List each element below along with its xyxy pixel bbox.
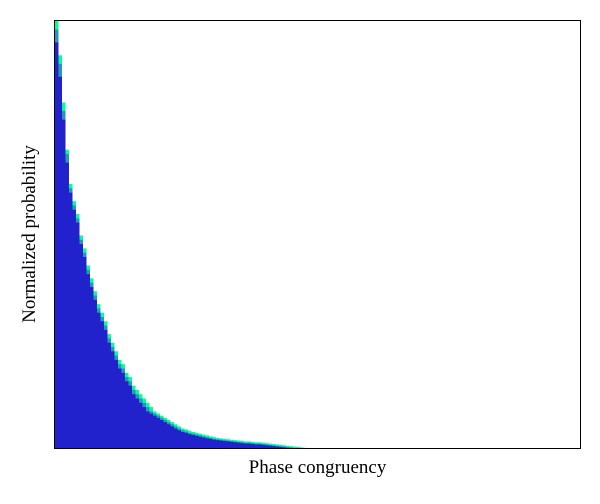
histogram-bar <box>139 402 143 448</box>
histogram-bar <box>237 442 241 448</box>
histogram-bar <box>261 444 265 448</box>
histogram-bar <box>146 411 150 448</box>
histogram-bar <box>90 286 94 448</box>
histogram-bar <box>69 192 73 448</box>
histogram-bar <box>153 415 157 448</box>
histogram-bar <box>181 431 185 448</box>
histogram-bar <box>282 446 286 448</box>
histogram-bar <box>205 438 209 448</box>
histogram-bar <box>303 447 307 448</box>
histogram-bar <box>272 446 276 448</box>
histogram-bar <box>286 447 290 448</box>
histogram-bar <box>191 434 195 448</box>
histogram-bar <box>86 274 90 448</box>
histogram-bar <box>132 394 136 448</box>
histogram-bar <box>293 447 297 448</box>
histogram-bar <box>233 442 237 448</box>
histogram-bar <box>293 446 297 448</box>
histogram-bar <box>156 417 160 448</box>
histogram-bar <box>247 443 251 448</box>
histogram-bar <box>223 440 227 448</box>
histogram-bar <box>297 448 301 449</box>
histogram-bar <box>118 368 122 448</box>
histogram-bar <box>188 434 192 448</box>
histogram-bar <box>125 381 129 448</box>
histogram-bar <box>100 321 104 448</box>
histogram-bar <box>149 413 153 448</box>
histogram-bar <box>104 329 108 448</box>
histogram-bar <box>286 445 290 448</box>
histogram-bar <box>135 398 139 448</box>
histogram-bar <box>279 446 283 448</box>
histogram-bar <box>286 446 290 448</box>
histogram-bar <box>58 76 62 448</box>
histogram-bar <box>226 441 230 448</box>
histogram-bar <box>184 432 188 448</box>
histogram-bar <box>212 439 216 448</box>
histogram-bar <box>97 312 101 448</box>
histogram-bar <box>251 443 255 448</box>
histogram-bar <box>296 446 300 448</box>
histogram-bar <box>79 244 83 448</box>
histogram-bar <box>160 419 164 448</box>
histogram-bar <box>72 209 76 448</box>
histogram-bar <box>111 351 115 448</box>
histogram-bar <box>142 407 146 448</box>
histogram-bar <box>202 437 206 448</box>
histogram-bar <box>55 42 59 448</box>
histogram-bar <box>275 446 279 448</box>
histogram-bar <box>93 299 97 448</box>
histogram-bar <box>83 256 87 448</box>
histogram-bar <box>216 440 220 448</box>
histogram-bar <box>219 440 223 448</box>
histogram-bar <box>128 385 132 448</box>
histogram-bar <box>268 445 272 448</box>
histogram-bar <box>230 441 234 448</box>
histogram-bar <box>65 162 69 448</box>
histogram-bar <box>62 119 66 448</box>
histogram-bar <box>114 359 118 448</box>
histogram-bar <box>282 447 286 448</box>
plot-area <box>54 20 581 449</box>
histogram-bar <box>209 438 213 448</box>
histogram-bar <box>76 222 80 448</box>
histogram-bar <box>290 448 294 449</box>
histogram-bar <box>174 428 178 448</box>
histogram-bar <box>170 426 174 448</box>
histogram-bar <box>240 443 244 448</box>
histogram-bar <box>167 424 171 448</box>
histogram-bar <box>254 444 258 448</box>
y-axis-label: Normalized probability <box>19 145 40 323</box>
histogram-bars <box>55 21 311 449</box>
histogram-bar <box>244 443 248 448</box>
histogram-bar <box>265 445 269 448</box>
histogram-bar <box>307 448 311 449</box>
histogram-bar <box>289 447 293 448</box>
histogram-bar <box>198 436 202 448</box>
histogram-bar <box>300 447 304 448</box>
histogram-bar <box>163 422 167 448</box>
histogram-bar <box>177 430 181 448</box>
x-axis-label: Phase congruency <box>248 457 387 478</box>
histogram-bar <box>195 435 199 448</box>
histogram-bar <box>258 444 262 448</box>
histogram-bar <box>289 446 293 448</box>
histogram-bar <box>121 372 125 448</box>
histogram-bar <box>107 342 111 448</box>
